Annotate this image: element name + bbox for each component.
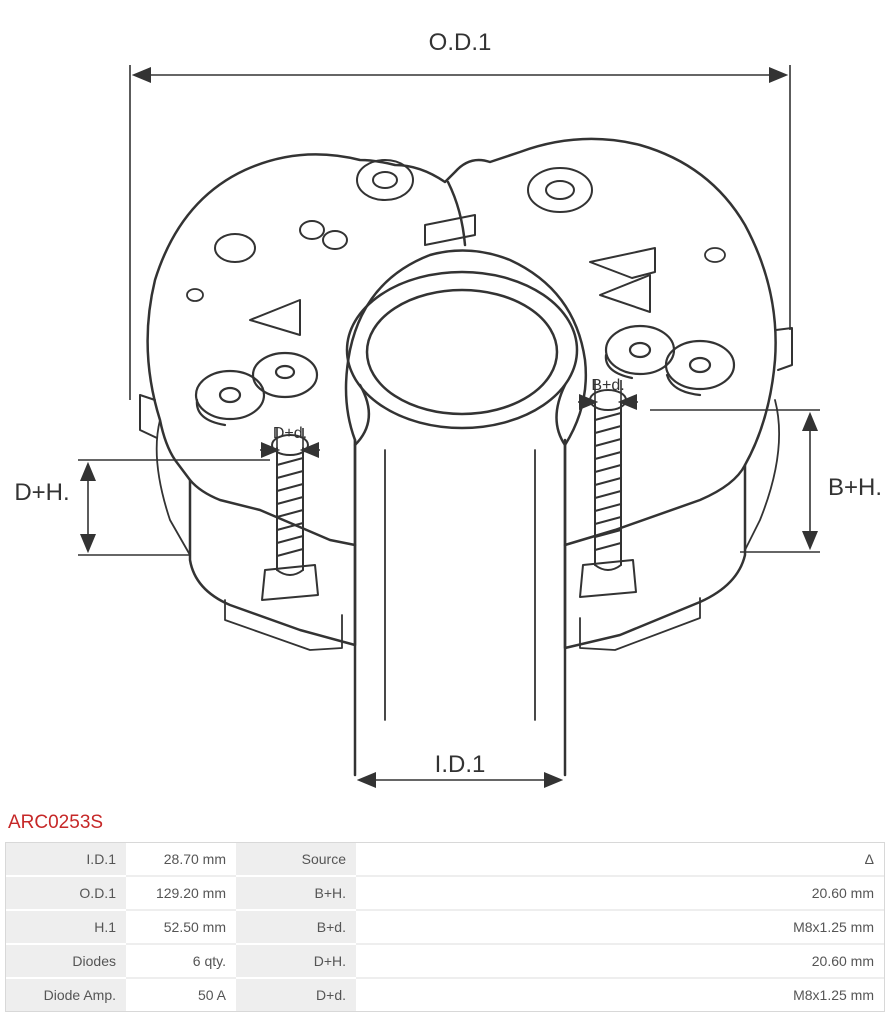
spec-label: D+H. [236, 943, 356, 977]
dim-dd-label: D+d. [273, 425, 307, 442]
dim-dh-label: D+H. [14, 479, 69, 506]
spec-row: H.152.50 mmB+d.M8x1.25 mm [6, 909, 884, 943]
spec-value: M8x1.25 mm [356, 977, 884, 1011]
dim-od1-label: O.D.1 [429, 29, 492, 56]
dim-bd-label: B+d. [591, 377, 624, 394]
spec-label: D+d. [236, 977, 356, 1011]
spec-row: Diodes6 qty.D+H.20.60 mm [6, 943, 884, 977]
dim-id1-label: I.D.1 [435, 751, 486, 778]
spec-row: Diode Amp.50 AD+d.M8x1.25 mm [6, 977, 884, 1011]
spec-value: M8x1.25 mm [356, 909, 884, 943]
spec-value: 129.20 mm [126, 875, 236, 909]
spec-value: 28.70 mm [126, 843, 236, 875]
dim-bh-label: B+H. [828, 474, 882, 501]
spec-label: B+H. [236, 875, 356, 909]
technical-drawing: O.D.1 I.D.1 D+H. B+H. D+d. B+d. [0, 0, 890, 808]
spec-row: O.D.1129.20 mmB+H.20.60 mm [6, 875, 884, 909]
spec-label: Diodes [6, 943, 126, 977]
part-number: ARC0253S [0, 808, 890, 842]
spec-value: 20.60 mm [356, 943, 884, 977]
spec-value: 6 qty. [126, 943, 236, 977]
spec-value: 20.60 mm [356, 875, 884, 909]
spec-value: Δ [356, 843, 884, 875]
spec-label: Diode Amp. [6, 977, 126, 1011]
spec-label: B+d. [236, 909, 356, 943]
spec-label: Source [236, 843, 356, 875]
spec-value: 52.50 mm [126, 909, 236, 943]
spec-label: O.D.1 [6, 875, 126, 909]
spec-label: H.1 [6, 909, 126, 943]
spec-value: 50 A [126, 977, 236, 1011]
spec-row: I.D.128.70 mmSourceΔ [6, 843, 884, 875]
spec-table: I.D.128.70 mmSourceΔO.D.1129.20 mmB+H.20… [5, 842, 885, 1012]
spec-label: I.D.1 [6, 843, 126, 875]
